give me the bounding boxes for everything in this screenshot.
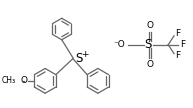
Text: F: F xyxy=(180,40,185,49)
Text: F: F xyxy=(175,29,180,38)
Text: O: O xyxy=(147,60,154,69)
Text: O: O xyxy=(20,76,28,85)
Text: S: S xyxy=(145,38,152,51)
Text: ⁻O: ⁻O xyxy=(113,40,125,49)
Text: S: S xyxy=(75,52,82,65)
Text: F: F xyxy=(175,51,180,60)
Text: +: + xyxy=(81,50,88,59)
Text: O: O xyxy=(147,21,154,30)
Text: CH₃: CH₃ xyxy=(2,76,16,85)
